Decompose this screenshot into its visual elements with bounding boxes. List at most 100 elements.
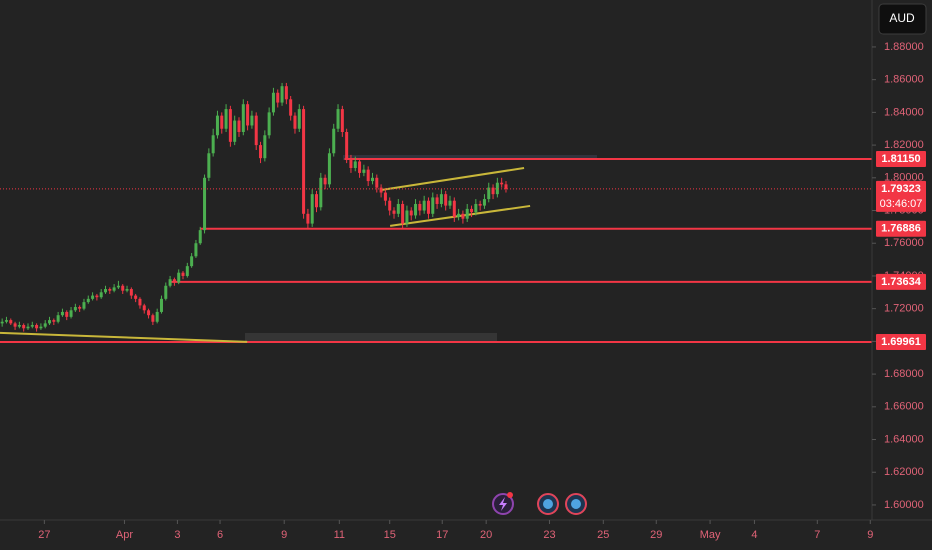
candle-body [379,187,383,193]
x-tick-label: 11 [334,529,345,541]
candle-body [190,256,194,267]
level-label-bg [876,150,926,167]
x-tick-label: Apr [116,529,133,541]
candle-body [56,315,60,322]
candle-body [177,272,181,283]
candle-body [302,109,306,214]
candle-body [405,210,409,224]
y-tick-label: 1.86000 [884,74,924,86]
x-tick-label: May [700,529,721,541]
price-labels: 1.81150 1.76886 1.73634 1.69961 1.79323 03:46… [876,150,926,351]
candle-body [276,92,280,103]
candle-body [345,132,349,159]
candle-body [91,295,95,299]
candle-body [474,203,478,213]
currency-label[interactable]: AUD [889,11,915,25]
level-label-bg [876,220,926,237]
zone [343,155,597,160]
y-tick-label: 1.66000 [884,401,924,413]
candle-body [414,203,418,216]
candle-body [207,153,211,178]
candle-body [263,135,267,159]
candle-body [388,200,392,211]
candle-body [426,200,430,214]
icon-dot [507,492,513,498]
y-tick-label: 1.60000 [884,499,924,511]
level-label: 1.76886 [881,223,921,235]
candle-body [358,161,362,173]
trendline [381,167,525,191]
candle-body [121,285,125,291]
x-tick-label: 27 [38,529,50,541]
candle-body [353,161,357,168]
y-tick-label: 1.82000 [884,139,924,151]
candle-body [13,323,17,327]
candle-body [17,325,21,327]
candle-body [168,279,172,286]
x-tick-label: 4 [751,529,757,541]
candle-body [310,194,314,224]
candle-body [82,302,86,309]
candle-body [9,320,13,324]
candle-body [73,307,77,311]
candle-body [495,182,499,195]
x-tick-label: 23 [543,529,555,541]
level-label: 1.81150 [881,153,920,165]
x-tick-label: 6 [217,529,223,541]
candle-body [194,243,198,257]
plot-area [0,82,872,344]
candle-body [461,213,465,219]
currency-button-bg[interactable] [878,3,927,35]
candle-body [138,298,142,306]
candle-body [439,194,443,204]
candle-body [228,109,232,142]
y-tick-label: 1.62000 [884,466,924,478]
y-tick-label: 1.72000 [884,303,924,315]
candle-body [409,210,413,216]
candle-body [401,203,405,224]
candle-body [435,197,439,204]
y-tick-label: 1.80000 [884,172,924,184]
candle-body [396,203,400,214]
trendline [0,331,248,343]
y-tick-label: 1.76000 [884,237,924,249]
candle-body [129,289,133,296]
candle-body [366,169,370,182]
candle-body [319,177,323,208]
countdown-label: 03:46:07 [880,198,923,210]
candle-body [95,295,99,298]
candle-body [125,289,129,291]
candle-body [65,311,69,317]
candle-body [99,292,103,298]
candle-body [246,104,250,126]
candle-body [370,177,374,182]
candle-body [86,298,90,303]
candle-body [241,104,245,133]
candle-body [233,120,237,142]
x-tick-label: 25 [597,529,609,541]
candle-body [362,169,366,173]
candle-body [22,325,26,329]
icon-glyph [571,499,581,509]
candle-body [112,287,116,291]
x-tick-label: 15 [384,529,396,541]
candle-body [155,311,159,322]
candle-body [491,187,495,195]
x-tick-label: 17 [436,529,448,541]
candle-body [134,295,138,299]
currency-button[interactable]: AUD [878,3,927,35]
candle-body [185,266,189,276]
level-label: 1.69961 [881,336,921,348]
last-price-bg [876,180,926,212]
y-tick-label: 1.68000 [884,368,924,380]
candle-body [375,177,379,188]
candle-body [172,279,176,283]
candle-body [336,109,340,129]
y-tick-label: 1.84000 [884,106,924,118]
level-label: 1.73634 [881,276,922,288]
candle-body [35,325,39,329]
candle-body [327,153,331,185]
candle-body [293,115,297,129]
